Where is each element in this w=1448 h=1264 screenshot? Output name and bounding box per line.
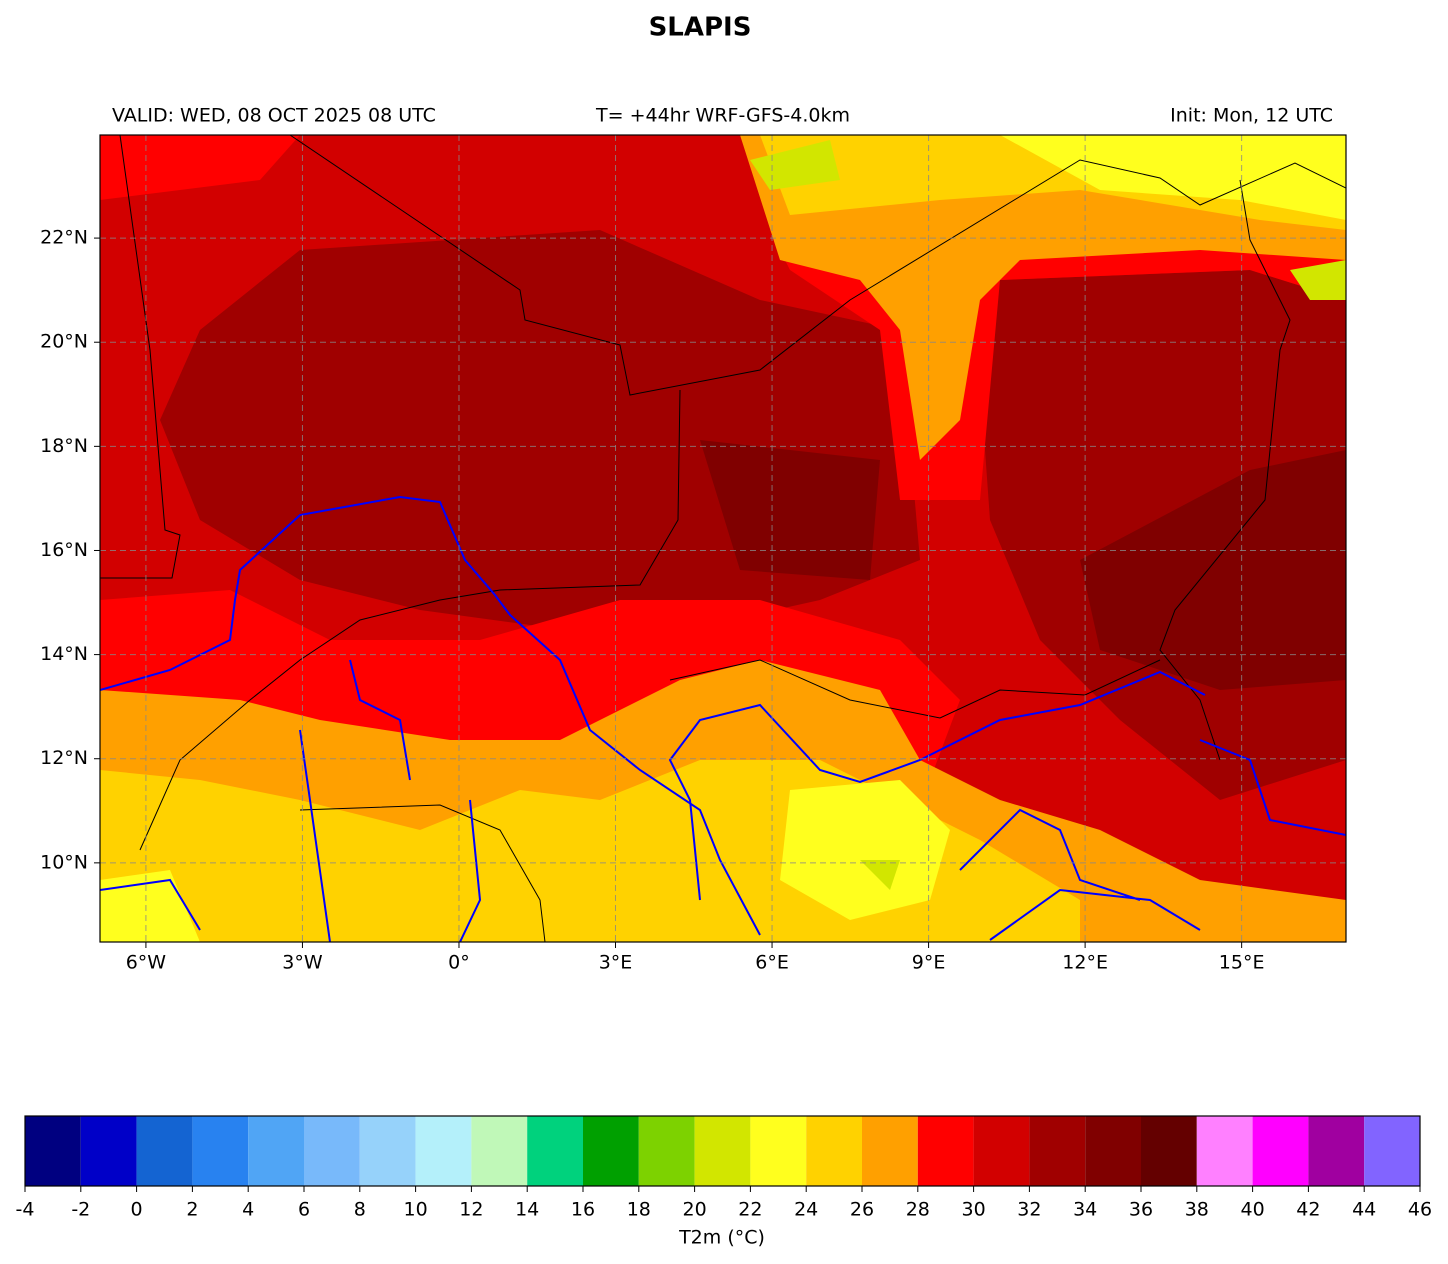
colorbar-bin — [1308, 1116, 1365, 1186]
lon-tick-label: 0° — [448, 952, 470, 974]
colorbar-tick-label: 2 — [186, 1199, 198, 1221]
colorbar-bin — [192, 1116, 249, 1186]
lon-tick-label: 6°E — [755, 952, 789, 974]
colorbar-tick-label: 18 — [627, 1199, 651, 1221]
colorbar-tick-label: 6 — [298, 1199, 310, 1221]
colorbar-tick-label: 12 — [459, 1199, 483, 1221]
lon-tick-label: 6°W — [126, 952, 167, 974]
colorbar-bin — [471, 1116, 528, 1186]
lat-tick-label: 16°N — [40, 539, 88, 561]
colorbar-bin — [527, 1116, 583, 1186]
colorbar-bin — [359, 1116, 416, 1186]
lat-tick-label: 10°N — [40, 851, 88, 873]
title: SLAPIS — [649, 13, 752, 43]
colorbar-bin — [1196, 1116, 1253, 1186]
lat-tick-label: 22°N — [40, 227, 88, 249]
colorbar-tick-label: 30 — [962, 1199, 986, 1221]
colorbar-tick-label: 28 — [906, 1199, 930, 1221]
graticule: 6°W 3°W 0° 3°E 6°E 9°E 12°E 15°E 10°N 12°N 14°N 16°… — [40, 135, 1346, 974]
colorbar-tick-label: 42 — [1296, 1199, 1320, 1221]
colorbar-bin — [304, 1116, 360, 1186]
colorbar-tick-label: 20 — [683, 1199, 707, 1221]
colorbar-tick-label: -4 — [16, 1199, 35, 1221]
colorbar-bin — [1029, 1116, 1086, 1186]
colorbar-tick-label: 10 — [404, 1199, 428, 1221]
lon-tick-label: 12°E — [1062, 952, 1108, 974]
lat-tick-label: 14°N — [40, 643, 88, 665]
colorbar-bin — [973, 1116, 1030, 1186]
temperature-field — [100, 135, 1346, 942]
colorbar-tick-label: 46 — [1408, 1199, 1432, 1221]
colorbar-tick-label: 22 — [738, 1199, 762, 1221]
lon-tick-label: 3°W — [282, 952, 323, 974]
colorbar-bin — [750, 1116, 807, 1186]
lon-tick-label: 9°E — [912, 952, 946, 974]
colorbar-bin — [583, 1116, 639, 1186]
colorbar-bin — [1252, 1116, 1309, 1186]
lat-tick-label: 12°N — [40, 747, 88, 769]
colorbar-tick-label: 0 — [131, 1199, 143, 1221]
colorbar-bin — [25, 1116, 81, 1186]
colorbar-tick-label: 8 — [354, 1199, 366, 1221]
colorbar-bin — [415, 1116, 472, 1186]
colorbar-tick-label: 40 — [1241, 1199, 1265, 1221]
forecast-hour: T= +44hr WRF-GFS-4.0km — [595, 105, 850, 127]
colorbar-tick-label: 44 — [1352, 1199, 1376, 1221]
colorbar-tick-label: 34 — [1073, 1199, 1097, 1221]
lat-tick-label: 18°N — [40, 435, 88, 457]
colorbar-bin — [806, 1116, 862, 1186]
map-frame — [99, 134, 1347, 943]
colorbar-bin — [862, 1116, 918, 1186]
colorbar-tick-label: -2 — [71, 1199, 90, 1221]
valid-time: VALID: WED, 08 OCT 2025 08 UTC — [112, 105, 436, 127]
colorbar-tick-label: 32 — [1017, 1199, 1041, 1221]
colorbar-bin — [80, 1116, 137, 1186]
colorbar-tick-label: 36 — [1129, 1199, 1153, 1221]
colorbar-bin — [1141, 1116, 1197, 1186]
colorbar-bin — [1364, 1116, 1420, 1186]
colorbar-label: T2m (°C) — [678, 1227, 765, 1249]
colorbar-frame — [24, 1115, 1421, 1187]
lon-tick-label: 15°E — [1219, 952, 1265, 974]
colorbar-tick-label: 4 — [242, 1199, 254, 1221]
lon-tick-label: 3°E — [599, 952, 633, 974]
colorbar-bin — [1085, 1116, 1141, 1186]
colorbar-bin — [638, 1116, 695, 1186]
init-time: Init: Mon, 12 UTC — [1170, 105, 1333, 127]
lat-tick-label: 20°N — [40, 331, 88, 353]
colorbar-tick-label: 26 — [850, 1199, 874, 1221]
colorbar-tick-label: 16 — [571, 1199, 595, 1221]
colorbar-tick-label: 14 — [515, 1199, 539, 1221]
colorbar-tick-label: 24 — [794, 1199, 818, 1221]
colorbar-bin — [248, 1116, 304, 1186]
colorbar-bin — [136, 1116, 193, 1186]
colorbar-bin — [917, 1116, 974, 1186]
colorbar-bin — [694, 1116, 751, 1186]
colorbar-tick-label: 38 — [1185, 1199, 1209, 1221]
colorbar: -4 -2 0 2 4 6 8 10 12 14 16 18 20 22 24 26 28 30 32 34 36 38 4… — [16, 1116, 1432, 1221]
